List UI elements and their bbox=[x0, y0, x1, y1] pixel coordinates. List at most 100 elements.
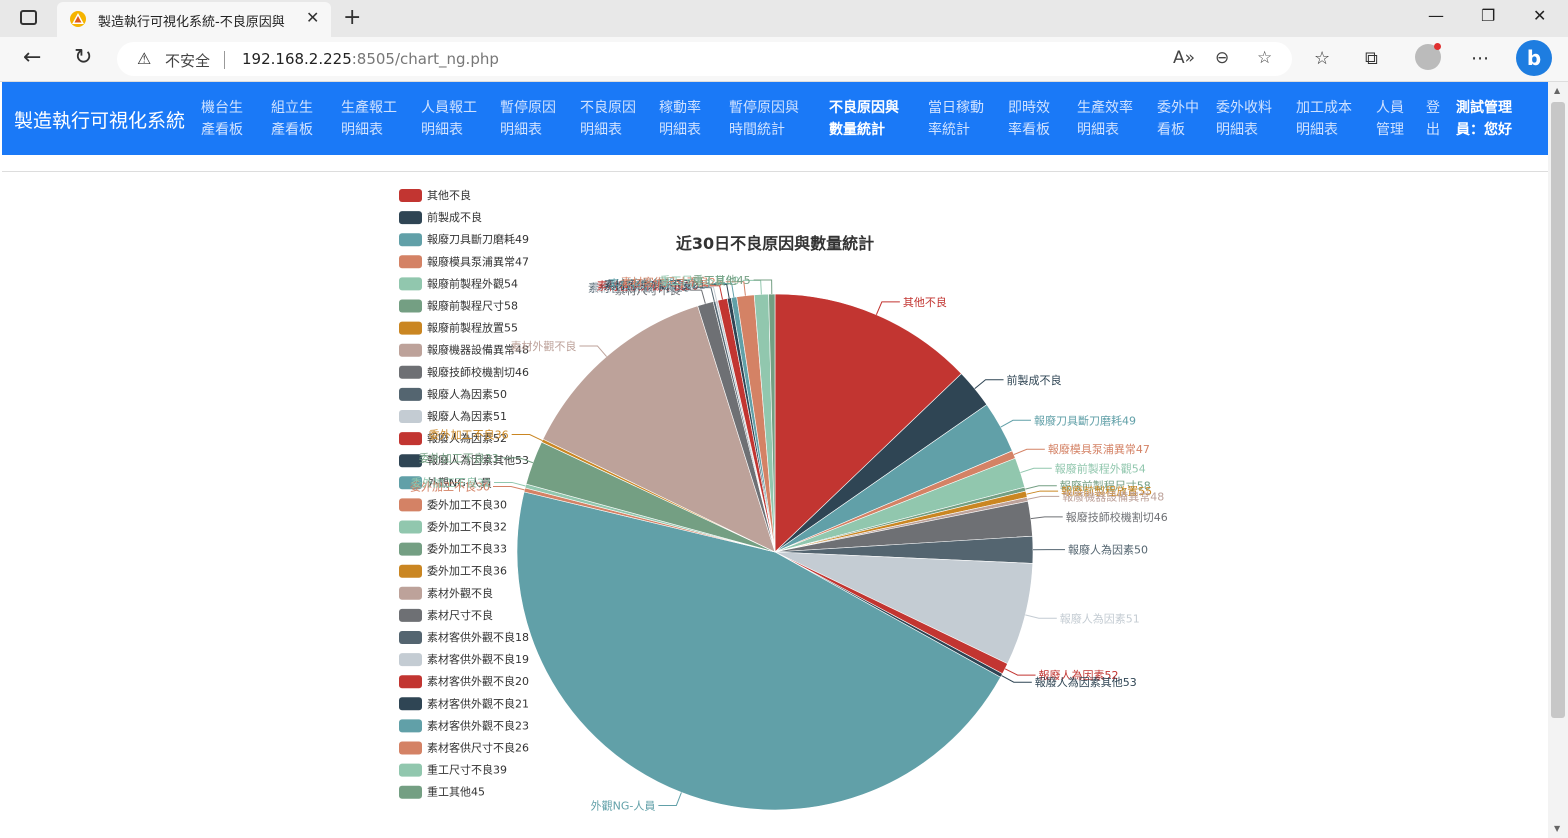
nav-item-7[interactable]: 暫停原因與 時間統計 bbox=[729, 97, 799, 141]
legend-label[interactable]: 素材客供外觀不良19 bbox=[427, 652, 529, 666]
page-scrollbar[interactable]: ▲ ▼ bbox=[1548, 82, 1568, 838]
legend-swatch[interactable] bbox=[399, 189, 422, 202]
close-window-button[interactable]: ✕ bbox=[1533, 6, 1547, 25]
pie-slice[interactable] bbox=[516, 491, 1001, 811]
legend-swatch[interactable] bbox=[399, 631, 422, 644]
legend-swatch[interactable] bbox=[399, 608, 422, 622]
legend-label[interactable]: 素材尺寸不良 bbox=[427, 608, 493, 622]
nav-item-12[interactable]: 委外中 看板 bbox=[1157, 97, 1199, 141]
url-bar[interactable]: ⚠ 不安全 192.168.2.225:8505/chart_ng.php A»… bbox=[117, 42, 1292, 76]
legend-label[interactable]: 報廢技師校機割切46 bbox=[427, 365, 529, 379]
minimize-button[interactable]: — bbox=[1428, 6, 1444, 25]
zoom-out-icon[interactable]: ⊖ bbox=[1215, 48, 1230, 68]
tab-close-icon[interactable]: ✕ bbox=[306, 8, 320, 27]
nav-item-6[interactable]: 稼動率 明細表 bbox=[659, 97, 701, 141]
legend-label[interactable]: 報廢模具泵浦異常47 bbox=[427, 254, 529, 268]
legend-label[interactable]: 委外加工不良33 bbox=[427, 542, 507, 556]
legend-swatch[interactable] bbox=[399, 675, 422, 689]
legend-label[interactable]: 素材客供外觀不良20 bbox=[427, 674, 529, 688]
legend-swatch[interactable] bbox=[399, 653, 422, 667]
nav-item-16[interactable]: 登出 bbox=[1426, 97, 1440, 141]
legend-label[interactable]: 報廢刀具斷刀磨耗49 bbox=[427, 232, 529, 246]
legend-swatch[interactable] bbox=[399, 498, 422, 512]
nav-item-1[interactable]: 組立生 產看板 bbox=[271, 97, 313, 141]
refresh-icon[interactable]: ↻ bbox=[74, 45, 93, 70]
legend-swatch[interactable] bbox=[399, 564, 422, 578]
security-label[interactable]: 不安全 bbox=[165, 52, 211, 70]
more-menu-icon[interactable]: ⋯ bbox=[1471, 48, 1489, 69]
nav-item-9[interactable]: 當日稼動 率統計 bbox=[928, 97, 984, 141]
scroll-up-icon[interactable]: ▲ bbox=[1554, 86, 1561, 95]
legend-swatch[interactable] bbox=[399, 211, 422, 225]
pie-slice[interactable] bbox=[768, 293, 776, 553]
legend-label[interactable]: 素材外觀不良 bbox=[427, 586, 493, 600]
legend-swatch[interactable] bbox=[399, 410, 422, 423]
nav-item-17[interactable]: 測試管理 員：您好 bbox=[1456, 97, 1512, 141]
legend-label[interactable]: 報廢前製程放置55 bbox=[427, 321, 518, 335]
legend-swatch[interactable] bbox=[399, 387, 422, 401]
legend-label[interactable]: 報廢前製程尺寸58 bbox=[427, 299, 518, 313]
add-favorite-icon[interactable]: ☆ bbox=[1257, 48, 1273, 68]
app-brand[interactable]: 製造執行可視化系統 bbox=[14, 110, 186, 132]
legend-swatch[interactable] bbox=[399, 299, 422, 313]
nav-item-2[interactable]: 生產報工 明細表 bbox=[341, 97, 397, 141]
nav-item-13[interactable]: 委外收料 明細表 bbox=[1216, 97, 1272, 141]
legend-swatch[interactable] bbox=[399, 321, 422, 335]
legend-swatch[interactable] bbox=[399, 697, 422, 711]
legend-swatch[interactable] bbox=[399, 454, 422, 468]
legend-label[interactable]: 報廢人為因素51 bbox=[427, 409, 507, 423]
new-tab-button[interactable]: + bbox=[343, 5, 362, 30]
read-aloud-icon[interactable]: A» bbox=[1173, 48, 1196, 68]
legend-label[interactable]: 素材客供外觀不良21 bbox=[427, 696, 529, 710]
warning-icon[interactable]: ⚠ bbox=[137, 49, 152, 68]
legend-swatch[interactable] bbox=[399, 586, 422, 600]
nav-item-14[interactable]: 加工成本 明細表 bbox=[1296, 97, 1352, 141]
nav-item-8[interactable]: 不良原因與 數量統計 bbox=[829, 97, 899, 141]
legend-swatch[interactable] bbox=[399, 233, 422, 247]
legend-swatch[interactable] bbox=[399, 719, 422, 733]
legend-label[interactable]: 委外加工不良32 bbox=[427, 520, 507, 534]
legend-label[interactable]: 外觀NG-人員 bbox=[427, 476, 492, 489]
legend-label[interactable]: 其他不良 bbox=[427, 188, 471, 202]
legend-swatch[interactable] bbox=[399, 255, 422, 269]
legend-swatch[interactable] bbox=[399, 432, 422, 446]
tab-actions-icon[interactable] bbox=[20, 10, 37, 25]
favorites-icon[interactable]: ☆ bbox=[1314, 48, 1331, 69]
legend-swatch[interactable] bbox=[399, 277, 422, 291]
legend-label[interactable]: 前製成不良 bbox=[427, 210, 482, 224]
legend-label[interactable]: 報廢人為因素52 bbox=[427, 431, 507, 445]
legend-label[interactable]: 素材客供外觀不良23 bbox=[427, 718, 529, 732]
browser-tab[interactable]: 製造執行可視化系統-不良原因與 ✕ bbox=[57, 2, 331, 37]
legend-label[interactable]: 報廢前製程外觀54 bbox=[427, 276, 518, 290]
legend-label[interactable]: 素材客供外觀不良18 bbox=[427, 630, 529, 644]
legend-swatch[interactable] bbox=[399, 520, 422, 534]
legend-swatch[interactable] bbox=[399, 785, 422, 799]
url-text[interactable]: 192.168.2.225:8505/chart_ng.php bbox=[242, 50, 499, 68]
legend-swatch[interactable] bbox=[399, 763, 422, 777]
nav-item-15[interactable]: 人員 管理 bbox=[1376, 97, 1404, 141]
legend-label[interactable]: 委外加工不良36 bbox=[427, 564, 507, 578]
legend-swatch[interactable] bbox=[399, 476, 422, 490]
legend-swatch[interactable] bbox=[399, 542, 422, 556]
nav-item-4[interactable]: 暫停原因 明細表 bbox=[500, 97, 556, 141]
nav-item-11[interactable]: 生產效率 明細表 bbox=[1077, 97, 1133, 141]
collections-icon[interactable]: ⧉ bbox=[1365, 48, 1378, 69]
restore-button[interactable]: ❐ bbox=[1481, 6, 1496, 25]
bing-copilot-icon[interactable]: b bbox=[1516, 40, 1552, 76]
legend-swatch[interactable] bbox=[399, 365, 422, 379]
nav-item-5[interactable]: 不良原因 明細表 bbox=[580, 97, 636, 141]
legend-label[interactable]: 重工尺寸不良39 bbox=[427, 763, 507, 777]
legend-label[interactable]: 委外加工不良30 bbox=[427, 497, 507, 511]
legend-label[interactable]: 報廢人為因素其他53 bbox=[427, 453, 529, 467]
scroll-down-icon[interactable]: ▼ bbox=[1554, 824, 1561, 833]
legend-swatch[interactable] bbox=[399, 343, 422, 357]
nav-item-3[interactable]: 人員報工 明細表 bbox=[421, 97, 477, 141]
legend-label[interactable]: 重工其他45 bbox=[427, 785, 485, 799]
scroll-thumb[interactable] bbox=[1551, 102, 1565, 718]
nav-item-10[interactable]: 即時效 率看板 bbox=[1008, 97, 1050, 141]
legend-swatch[interactable] bbox=[399, 741, 422, 755]
back-icon[interactable]: ← bbox=[23, 45, 42, 70]
nav-item-0[interactable]: 機台生 產看板 bbox=[201, 97, 243, 141]
legend-label[interactable]: 報廢人為因素50 bbox=[427, 387, 507, 401]
legend-label[interactable]: 報廢機器設備異常48 bbox=[427, 343, 529, 357]
